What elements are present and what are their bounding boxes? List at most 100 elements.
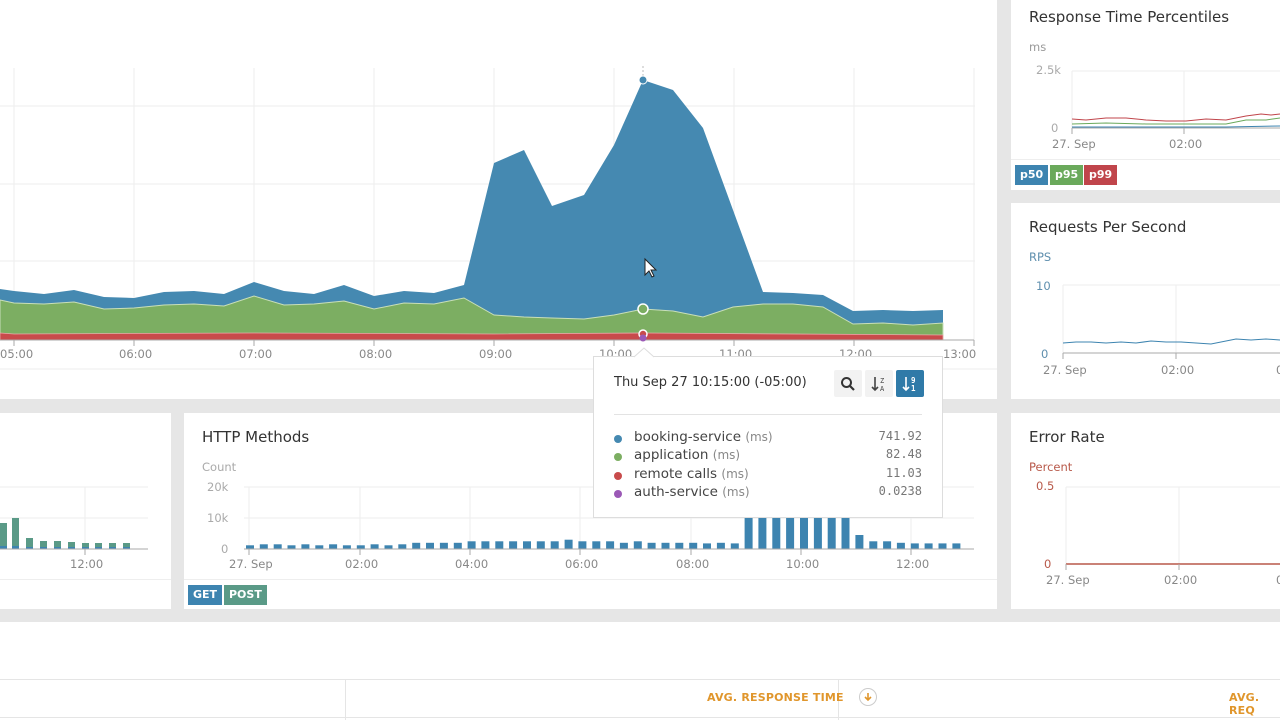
bar[interactable] (744, 514, 753, 549)
x-tick: 0 (1276, 363, 1280, 377)
bar[interactable] (564, 539, 573, 549)
column-header-avg-req[interactable]: AVG. REQ (1229, 691, 1260, 717)
bar[interactable] (924, 543, 933, 549)
bar[interactable] (647, 542, 656, 549)
bar[interactable] (661, 542, 670, 549)
sort-alpha-icon: ZA (871, 376, 885, 393)
bar[interactable] (467, 541, 476, 550)
legend-p50-button[interactable]: p50 (1015, 165, 1049, 185)
x-tick: 12:00 (70, 557, 104, 571)
bar[interactable] (329, 544, 338, 549)
x-tick: 02:00 (345, 557, 379, 571)
bar[interactable] (550, 541, 559, 550)
bar[interactable] (841, 510, 850, 550)
svg-text:A: A (880, 385, 885, 393)
rps-line-chart[interactable] (1011, 283, 1280, 383)
series-value: 11.03 (885, 466, 922, 480)
series-value: 0.0238 (878, 484, 922, 498)
bar[interactable] (370, 544, 379, 549)
svg-text:1: 1 (911, 384, 916, 393)
bar[interactable] (287, 545, 296, 549)
bar[interactable] (883, 541, 892, 550)
main-area-chart[interactable] (0, 0, 997, 399)
bar[interactable] (896, 542, 905, 549)
bar[interactable] (315, 545, 324, 549)
bar[interactable] (273, 544, 282, 549)
search-button[interactable] (834, 370, 862, 397)
bar[interactable] (523, 541, 531, 550)
bar[interactable] (481, 541, 490, 550)
x-tick: 07:00 (239, 347, 273, 361)
bar[interactable] (412, 542, 421, 549)
bar[interactable] (398, 544, 407, 549)
bar[interactable] (952, 543, 961, 549)
bar[interactable] (592, 541, 601, 550)
y-axis-label: Count (202, 460, 237, 474)
x-tick: 05:00 (0, 347, 34, 361)
legend-p95-button[interactable]: p95 (1050, 165, 1084, 185)
bar[interactable] (453, 542, 462, 549)
bar[interactable] (619, 542, 628, 549)
bar[interactable] (855, 535, 864, 549)
error-rate-line-chart[interactable] (1011, 413, 1280, 583)
tooltip-row-application: application (ms) 82.48 (614, 447, 922, 465)
bar[interactable] (938, 543, 947, 549)
bar[interactable] (730, 543, 739, 549)
bar[interactable] (495, 541, 504, 550)
bar[interactable] (356, 545, 365, 549)
sort-descending-icon[interactable] (859, 688, 877, 706)
tooltip-row-booking-service: booking-service (ms) 741.92 (614, 429, 922, 447)
bar[interactable] (869, 541, 878, 550)
bar[interactable] (259, 544, 268, 549)
bar[interactable] (772, 516, 781, 550)
panel-title: Error Rate (1029, 428, 1105, 446)
bar[interactable] (536, 541, 545, 550)
bar[interactable] (342, 545, 351, 549)
series-color-dot (614, 453, 622, 461)
bar[interactable] (606, 541, 615, 550)
legend-get-button[interactable]: GET (188, 585, 223, 605)
bar[interactable] (758, 518, 767, 549)
bar[interactable] (813, 513, 822, 549)
y-tick: 10k (207, 511, 229, 525)
y-tick: 0 (1041, 347, 1049, 361)
x-tick: 02:00 (1169, 137, 1203, 151)
percentiles-line-chart[interactable] (1011, 60, 1280, 180)
transactions-table: AVG. RESPONSE TIME AVG. REQ (0, 622, 1280, 720)
stacked-bar-chart[interactable] (0, 413, 171, 573)
bar[interactable] (439, 542, 448, 549)
x-tick: 27. Sep (229, 557, 273, 571)
panel-title: Requests Per Second (1029, 218, 1187, 236)
legend-post-button[interactable]: POST (224, 585, 267, 605)
bar[interactable] (384, 545, 393, 549)
x-tick: 04:00 (455, 557, 489, 571)
x-tick: 10:00 (786, 557, 820, 571)
bar[interactable] (426, 542, 434, 549)
y-tick: 20k (207, 480, 229, 494)
tooltip-row-remote-calls: remote calls (ms) 11.03 (614, 466, 922, 484)
bar[interactable] (246, 545, 254, 549)
legend-p99-button[interactable]: p99 (1084, 165, 1118, 185)
bar[interactable] (910, 543, 919, 549)
column-header-avg-response-time[interactable]: AVG. RESPONSE TIME (707, 691, 844, 704)
bar[interactable] (786, 518, 795, 549)
bar[interactable] (800, 516, 808, 550)
http-methods-bar-chart[interactable] (184, 413, 997, 573)
bar[interactable] (716, 542, 725, 549)
bar[interactable] (509, 541, 518, 550)
bar[interactable] (675, 542, 684, 549)
bar[interactable] (703, 543, 711, 549)
bar[interactable] (301, 544, 310, 549)
remote-calls-area (0, 332, 944, 341)
status-codes-panel: 12:00 (0, 413, 171, 609)
bar[interactable] (827, 516, 836, 550)
tooltip-timestamp: Thu Sep 27 10:15:00 (-05:00) (614, 375, 807, 390)
bar[interactable] (689, 542, 698, 549)
x-tick: 12:00 (896, 557, 930, 571)
x-tick: 08:00 (359, 347, 393, 361)
x-tick: 27. Sep (1046, 573, 1090, 587)
bar[interactable] (578, 541, 587, 550)
bar[interactable] (633, 541, 642, 550)
